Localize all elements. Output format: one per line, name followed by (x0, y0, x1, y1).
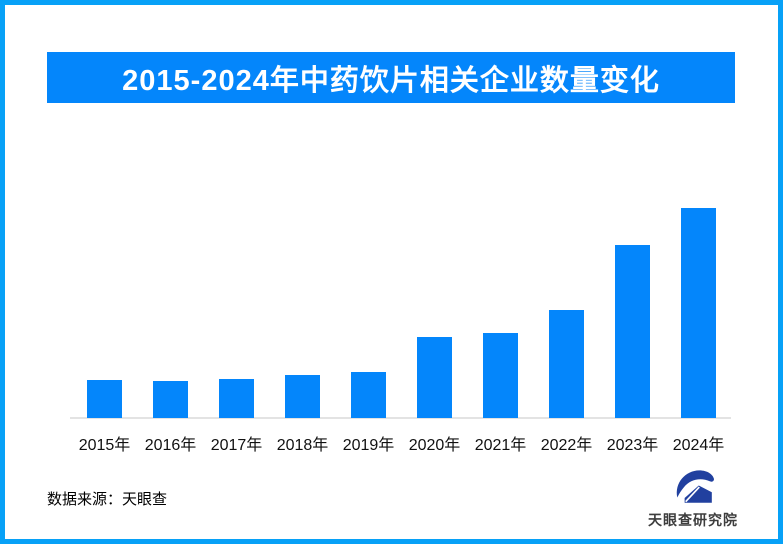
bar-2015年 (87, 380, 122, 418)
bar-2024年 (681, 208, 716, 418)
x-axis-label-2019年: 2019年 (342, 437, 395, 454)
bar-2019年 (351, 372, 386, 418)
bar-2021年 (483, 333, 518, 418)
x-axis-label-2015年: 2015年 (78, 437, 131, 454)
tianyancha-logo: 天眼查研究院 (643, 465, 743, 530)
x-axis-label-2022年: 2022年 (540, 437, 593, 454)
x-axis-label-2016年: 2016年 (144, 437, 197, 454)
x-axis-label-2024年: 2024年 (672, 437, 725, 454)
x-axis-label-2017年: 2017年 (210, 437, 263, 454)
chart-title-banner: 2015-2024年中药饮片相关企业数量变化 (47, 52, 735, 103)
x-axis-line (70, 417, 731, 419)
x-axis-label-2021年: 2021年 (474, 437, 527, 454)
x-axis-label-2018年: 2018年 (276, 437, 329, 454)
x-axis-label-2020年: 2020年 (408, 437, 461, 454)
infographic-content: 2015-2024年中药饮片相关企业数量变化 2015年 2016年 2017年 20… (5, 5, 778, 539)
tianyancha-logo-text: 天眼查研究院 (648, 512, 738, 528)
bar-2018年 (285, 375, 320, 418)
bars-layer (5, 5, 778, 539)
data-source-label: 数据来源：天眼查 (47, 491, 168, 508)
bar-2017年 (219, 379, 254, 418)
x-axis-labels: 2015年 2016年 2017年 2018年 2019年 2020年 2021年 2022年… (5, 5, 778, 539)
chart-title: 2015-2024年中药饮片相关企业数量变化 (122, 64, 660, 97)
tianyancha-logo-icon (676, 470, 714, 503)
bar-2023年 (615, 245, 650, 418)
bar-2016年 (153, 381, 188, 418)
bar-2022年 (549, 310, 584, 418)
bar-2020年 (417, 337, 452, 418)
x-axis-label-2023年: 2023年 (606, 437, 659, 454)
